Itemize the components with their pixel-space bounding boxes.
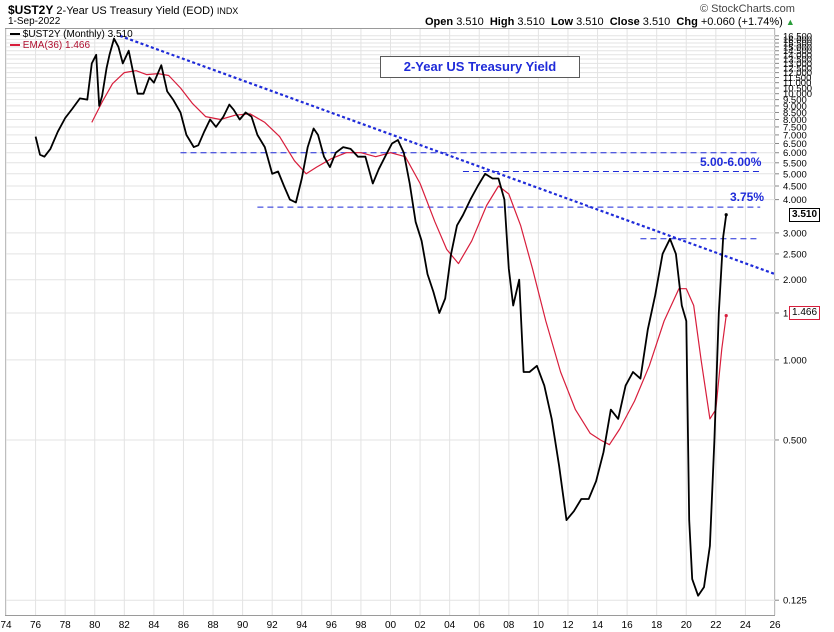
credit: © StockCharts.com bbox=[700, 3, 795, 15]
legend-price: $UST2Y (Monthly) 3.510 bbox=[10, 29, 133, 40]
x-tick-label: 16 bbox=[622, 620, 634, 631]
x-tick-label: 26 bbox=[769, 620, 781, 631]
symbol: $UST2Y bbox=[8, 3, 54, 17]
x-tick-label: 84 bbox=[148, 620, 160, 631]
y-tick-label: 10.000 bbox=[783, 89, 812, 100]
legend-price-swatch bbox=[10, 33, 20, 36]
symbol-description: 2-Year US Treasury Yield (EOD) bbox=[56, 5, 214, 17]
grid bbox=[5, 29, 776, 615]
symbol-title: $UST2Y 2-Year US Treasury Yield (EOD) IN… bbox=[8, 3, 238, 17]
x-tick-label: 92 bbox=[267, 620, 279, 631]
y-tick-label: 4.000 bbox=[783, 195, 807, 206]
ohlc-readout: Open 3.510 High 3.510 Low 3.510 Close 3.… bbox=[425, 16, 795, 28]
x-tick-label: 74 bbox=[0, 620, 12, 631]
x-tick-label: 88 bbox=[207, 620, 219, 631]
x-tick-label: 76 bbox=[30, 620, 42, 631]
x-tick-label: 04 bbox=[444, 620, 456, 631]
ema-series-line bbox=[91, 70, 727, 446]
y-tick-label: 12.000 bbox=[783, 68, 812, 79]
trend-line bbox=[119, 34, 776, 276]
x-tick-label: 20 bbox=[681, 620, 693, 631]
y-tick-label: 2.000 bbox=[783, 275, 807, 286]
y-tick-label: 13.000 bbox=[783, 59, 812, 70]
y-tick-label: 4.500 bbox=[783, 181, 807, 192]
exchange: INDX bbox=[216, 6, 239, 16]
x-tick-label: 90 bbox=[237, 620, 249, 631]
legend-ema: EMA(36) 1.466 bbox=[10, 40, 133, 51]
x-tick-label: 12 bbox=[562, 620, 574, 631]
y-tick-label: 6.000 bbox=[783, 148, 807, 159]
x-tick-label: 98 bbox=[355, 620, 367, 631]
y-tick-label: 3.000 bbox=[783, 228, 807, 239]
y-tick-label: 7.500 bbox=[783, 122, 807, 133]
ema-last-point bbox=[724, 314, 728, 318]
x-tick-label: 78 bbox=[60, 620, 72, 631]
y-tick-label: 6.500 bbox=[783, 139, 807, 150]
level-label: 3.75% bbox=[730, 190, 765, 204]
up-arrow-icon: ▲ bbox=[785, 17, 795, 27]
y-tick-label: 16.000 bbox=[783, 35, 812, 46]
y-tick-label: 11.000 bbox=[783, 78, 811, 89]
x-tick-label: 24 bbox=[740, 620, 752, 631]
price-series-line bbox=[34, 37, 728, 597]
y-tick-label: 1.000 bbox=[783, 355, 807, 366]
x-axis: 74 76 78 80 82 84 86 88 90 92 94 96 98 00 02 04 06 08 10 12… bbox=[0, 620, 781, 631]
y-tick-label: 12.500 bbox=[783, 63, 812, 74]
y-tick-label: 15.000 bbox=[783, 42, 812, 53]
x-tick-label: 86 bbox=[178, 620, 190, 631]
level-lines bbox=[119, 34, 776, 276]
y-tick-label: 16.500 bbox=[783, 31, 812, 42]
y-tick-label: 11.500 bbox=[783, 73, 811, 84]
x-tick-label: 80 bbox=[89, 620, 101, 631]
x-tick-label: 06 bbox=[474, 620, 486, 631]
price-tag: 3.510 bbox=[789, 208, 821, 222]
y-tick-label: 8.500 bbox=[783, 108, 807, 119]
series-layer bbox=[34, 37, 728, 597]
x-tick-label: 00 bbox=[385, 620, 397, 631]
y-tick-label: 9.000 bbox=[783, 101, 807, 112]
chart-date: 1-Sep-2022 bbox=[8, 16, 61, 27]
chart-title-box: 2-Year US Treasury Yield bbox=[380, 56, 580, 78]
y-tick-label: 5.000 bbox=[783, 169, 807, 180]
y-tick-label: 15.500 bbox=[783, 39, 812, 50]
x-tick-label: 02 bbox=[415, 620, 427, 631]
legend-ema-swatch bbox=[10, 44, 20, 47]
x-tick-label: 14 bbox=[592, 620, 604, 631]
x-tick-label: 10 bbox=[533, 620, 545, 631]
y-tick-label: 9.500 bbox=[783, 95, 807, 106]
y-tick-label: 5.500 bbox=[783, 158, 807, 169]
ema-tag: 1.466 bbox=[789, 306, 821, 320]
x-tick-label: 22 bbox=[710, 620, 722, 631]
band-label: 5.00-6.00% bbox=[700, 155, 762, 169]
x-tick-label: 94 bbox=[296, 620, 308, 631]
legend: $UST2Y (Monthly) 3.510 EMA(36) 1.466 bbox=[10, 29, 133, 51]
y-tick-label: 0.125 bbox=[783, 596, 807, 607]
y-tick-label: 0.500 bbox=[783, 435, 807, 446]
y-tick-label: 2.500 bbox=[783, 249, 807, 260]
y-tick-label: 7.000 bbox=[783, 130, 807, 141]
x-tick-label: 18 bbox=[651, 620, 663, 631]
y-tick-label: 14.000 bbox=[783, 50, 812, 61]
y-tick-label: 10.500 bbox=[783, 84, 812, 95]
y-tick-label: 8.000 bbox=[783, 115, 807, 126]
price-last-point bbox=[724, 213, 728, 217]
y-tick-label: 13.500 bbox=[783, 54, 812, 65]
x-tick-label: 96 bbox=[326, 620, 338, 631]
y-tick-label: 14.500 bbox=[783, 46, 812, 57]
x-tick-label: 08 bbox=[503, 620, 515, 631]
x-tick-label: 82 bbox=[119, 620, 131, 631]
